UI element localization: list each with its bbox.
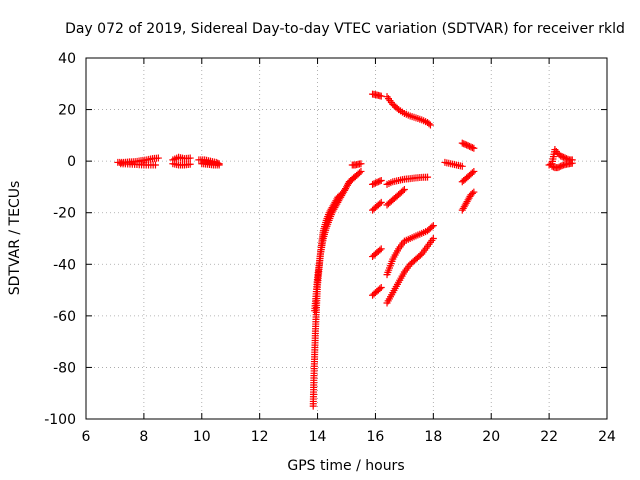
data-point <box>376 177 384 185</box>
series-rkld-i <box>383 173 432 188</box>
y-tick-label: 20 <box>58 103 76 119</box>
data-point <box>377 283 385 291</box>
x-tick-label: 14 <box>309 429 327 445</box>
y-tick-label: -20 <box>53 206 76 222</box>
y-tick-label: -40 <box>53 257 76 273</box>
data-point <box>458 162 466 170</box>
data-point <box>377 198 385 206</box>
y-tick-label: -60 <box>53 309 76 325</box>
y-axis-label: SDTVAR / TECUs <box>7 181 23 296</box>
x-tick-label: 20 <box>482 429 500 445</box>
data-point <box>376 285 384 293</box>
series-rkld-a2 <box>117 160 159 169</box>
data-point <box>399 187 407 195</box>
data-point <box>470 167 478 175</box>
series-rkld-o <box>545 146 576 169</box>
x-tick-label: 10 <box>193 429 211 445</box>
data-series <box>114 90 576 410</box>
x-tick-label: 18 <box>424 429 442 445</box>
chart-title: Day 072 of 2019, Sidereal Day-to-day VTE… <box>65 21 625 37</box>
series-rkld-f4 <box>369 283 385 299</box>
series-rkld-g <box>369 90 385 100</box>
data-point <box>425 120 433 128</box>
plot-frame <box>85 57 608 420</box>
series-rkld-f <box>369 176 385 188</box>
series-rkld-l <box>458 139 478 152</box>
y-tick-label: 0 <box>67 154 76 170</box>
grid <box>86 58 607 419</box>
x-tick-label: 24 <box>598 429 616 445</box>
y-tick-label: -80 <box>53 360 76 376</box>
series-rkld-o2 <box>548 159 576 172</box>
data-point <box>468 144 476 152</box>
data-point <box>468 169 476 177</box>
y-tick-label: -100 <box>44 412 76 428</box>
series-rkld-j2 <box>383 235 437 307</box>
data-point <box>376 246 384 254</box>
data-point <box>186 154 194 162</box>
series-rkld-i2 <box>383 186 408 209</box>
x-tick-label: 8 <box>139 429 148 445</box>
data-point <box>470 188 478 196</box>
data-point <box>568 159 576 167</box>
series-rkld-n <box>458 188 478 214</box>
data-point <box>357 167 365 175</box>
x-axis-label: GPS time / hours <box>287 458 404 474</box>
x-tick-label: 16 <box>367 429 385 445</box>
y-tick-label: 40 <box>58 51 76 67</box>
data-point <box>428 223 436 231</box>
data-point <box>377 245 385 253</box>
data-point <box>356 169 364 177</box>
data-point <box>186 160 194 168</box>
data-point <box>377 176 385 184</box>
x-tick-label: 12 <box>251 429 269 445</box>
series-rkld-k <box>441 158 466 170</box>
x-tick-label: 6 <box>82 429 91 445</box>
x-tick-label: 22 <box>540 429 558 445</box>
axis-ticks: 6 8 10 12 14 16 18 20 22 24 -100 -80 -60 -40 -20 0 20 40 <box>44 51 616 445</box>
data-point <box>154 154 162 162</box>
data-point <box>357 160 365 168</box>
data-point <box>426 121 434 129</box>
data-point <box>429 235 437 242</box>
data-point <box>429 222 437 230</box>
data-point <box>470 144 478 152</box>
series-rkld-f2 <box>369 198 385 214</box>
series-rkld-d2 <box>311 167 365 315</box>
data-point <box>151 161 159 169</box>
data-point <box>424 173 432 181</box>
series-rkld-h <box>383 93 434 129</box>
series-rkld-b <box>169 153 194 164</box>
series-rkld-f3 <box>369 245 385 261</box>
series-rkld-c2 <box>198 160 223 169</box>
series-rkld-e <box>348 160 365 169</box>
data-point <box>376 200 384 208</box>
data-point <box>215 161 223 169</box>
series-rkld-b2 <box>169 160 194 169</box>
series-rkld-m <box>458 167 478 186</box>
series-rkld-j <box>383 222 437 279</box>
data-point <box>400 186 408 194</box>
data-point <box>468 189 476 197</box>
